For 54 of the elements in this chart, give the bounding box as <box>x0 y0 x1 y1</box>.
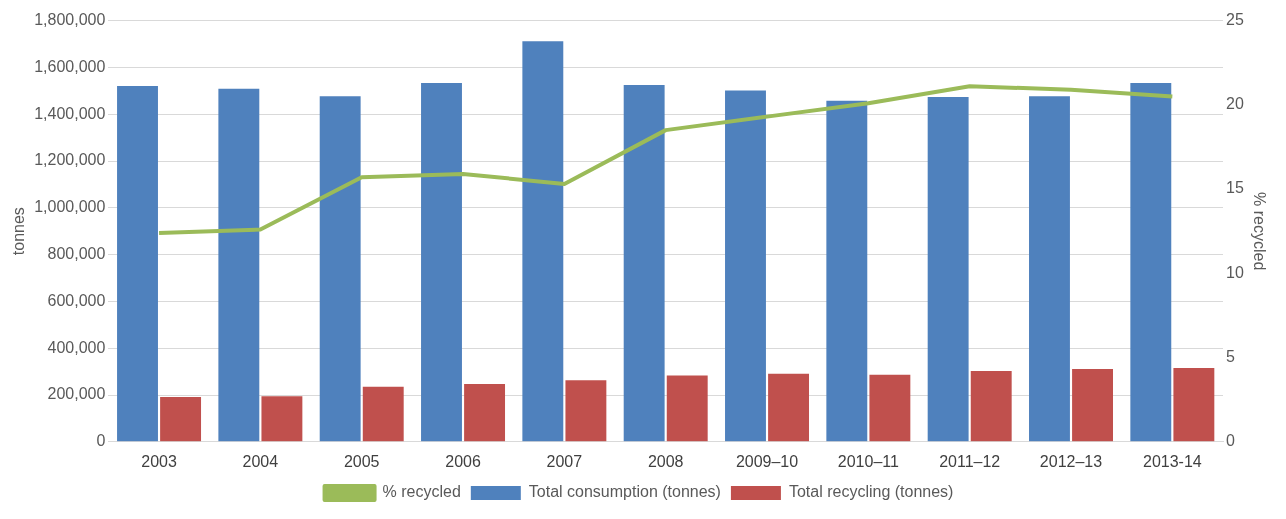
y2-tick-label: 15 <box>1226 179 1244 197</box>
y-tick-label: 400,000 <box>47 338 106 356</box>
x-tick-label: 2011–12 <box>939 452 1001 470</box>
legend-label: Total recycling (tonnes) <box>788 483 954 501</box>
bar <box>623 84 665 442</box>
y2-tick-label: 5 <box>1226 347 1235 365</box>
bar <box>1173 368 1215 442</box>
y-tick-label: 800,000 <box>47 245 106 263</box>
y-axis-title: tonnes <box>10 207 28 256</box>
bar <box>319 96 361 442</box>
bar <box>869 374 911 442</box>
y-tick-label: 1,000,000 <box>34 198 106 216</box>
y-tick-label: 1,800,000 <box>34 11 106 29</box>
bar <box>768 373 810 442</box>
bar <box>725 90 766 442</box>
y2-tick-label: 25 <box>1226 11 1244 29</box>
bar <box>1072 369 1113 442</box>
legend-label: Total consumption (tonnes) <box>528 483 721 501</box>
x-tick-label: 2008 <box>647 452 684 470</box>
y-tick-label: 1,400,000 <box>34 104 106 122</box>
x-tick-label: 2003 <box>141 452 177 470</box>
bar <box>666 375 708 442</box>
y2-tick-label: 20 <box>1226 95 1244 113</box>
x-tick-label: 2006 <box>445 452 481 470</box>
bar <box>464 384 506 442</box>
x-tick-label: 2012–13 <box>1039 452 1103 470</box>
bar <box>826 100 868 442</box>
bar <box>117 85 158 442</box>
bar <box>1029 96 1070 442</box>
bar <box>970 370 1012 442</box>
bar <box>421 83 462 442</box>
x-tick-label: 2004 <box>242 452 279 470</box>
y2-tick-label: 10 <box>1226 263 1244 281</box>
x-tick-label: 2013-14 <box>1142 452 1202 470</box>
y2-tick-label: 0 <box>1226 432 1235 450</box>
legend-label: % recycled <box>382 483 461 501</box>
bar <box>218 88 260 442</box>
bar <box>160 397 202 442</box>
x-tick-label: 2005 <box>343 452 380 470</box>
bar <box>522 41 564 442</box>
x-tick-label: 2009–10 <box>735 452 799 470</box>
bar <box>261 396 303 442</box>
x-tick-label: 2010–11 <box>837 452 899 470</box>
x-tick-label: 2007 <box>546 452 583 470</box>
bar <box>1130 83 1172 442</box>
y-tick-label: 1,200,000 <box>34 151 106 169</box>
y-tick-label: 600,000 <box>47 291 106 309</box>
bar <box>927 97 969 442</box>
y-tick-label: 1,600,000 <box>34 57 106 75</box>
y2-axis-title: % recycled <box>1250 192 1268 271</box>
bar <box>565 380 607 442</box>
y-tick-label: 0 <box>96 432 106 450</box>
y-tick-label: 200,000 <box>47 385 106 403</box>
bar <box>362 386 404 442</box>
